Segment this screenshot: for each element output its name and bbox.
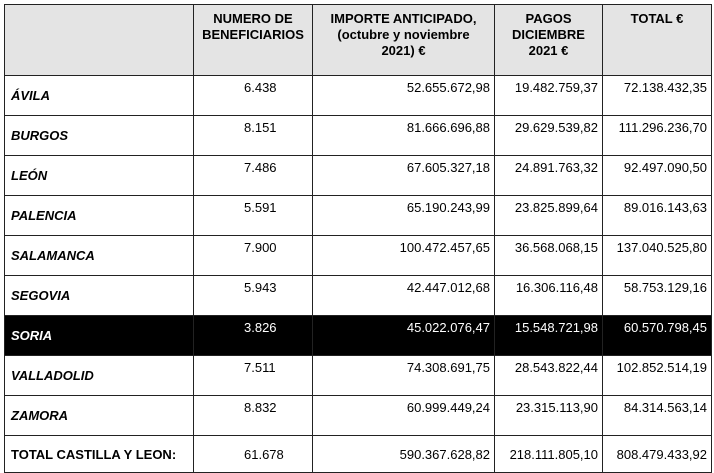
header-cell: PAGOS DICIEMBRE 2021 € — [494, 4, 603, 76]
table-row: SORIA 3.826 45.022.076,47 15.548.721,98 60.5… — [4, 315, 712, 356]
row-label: VALLADOLID — [4, 355, 194, 396]
cell: 52.655.672,98 — [312, 75, 495, 116]
table-row: ZAMORA 8.832 60.999.449,24 23.315.113,90 84.… — [4, 395, 712, 436]
table-row: PALENCIA 5.591 65.190.243,99 23.825.899,64 8… — [4, 195, 712, 236]
page: {"table": { "header": ["", "NUMERO DE BE… — [4, 4, 712, 473]
row-label: SORIA — [4, 315, 194, 356]
table-row: TOTAL CASTILLA Y LEON: 61.678 590.367.628,… — [4, 435, 712, 473]
row-label: PALENCIA — [4, 195, 194, 236]
cell: 8.832 — [193, 395, 313, 436]
cell: 100.472.457,65 — [312, 235, 495, 276]
cell: 74.308.691,75 — [312, 355, 495, 396]
cell: 102.852.514,19 — [602, 355, 712, 396]
cell: 218.111.805,10 — [494, 435, 603, 473]
cell: 81.666.696,88 — [312, 115, 495, 156]
cell: 19.482.759,37 — [494, 75, 603, 116]
row-label: ÁVILA — [4, 75, 194, 116]
header-cell: NUMERO DE BENEFICIARIOS — [193, 4, 313, 76]
cell: 60.570.798,45 — [602, 315, 712, 356]
header-cell: IMPORTE ANTICIPADO, (octubre y noviembre… — [312, 4, 495, 76]
cell: 89.016.143,63 — [602, 195, 712, 236]
cell: 7.486 — [193, 155, 313, 196]
row-label: SALAMANCA — [4, 235, 194, 276]
cell: 42.447.012,68 — [312, 275, 495, 316]
cell: 5.591 — [193, 195, 313, 236]
table-row: SEGOVIA 5.943 42.447.012,68 16.306.116,48 58… — [4, 275, 712, 316]
cell: 65.190.243,99 — [312, 195, 495, 236]
cell: 61.678 — [193, 435, 313, 473]
table-row: BURGOS 8.151 81.666.696,88 29.629.539,82 111… — [4, 115, 712, 156]
cell: 3.826 — [193, 315, 313, 356]
cell: 808.479.433,92 — [602, 435, 712, 473]
cell: 92.497.090,50 — [602, 155, 712, 196]
cell: 7.511 — [193, 355, 313, 396]
cell: 28.543.822,44 — [494, 355, 603, 396]
cell: 72.138.432,35 — [602, 75, 712, 116]
row-label: ZAMORA — [4, 395, 194, 436]
cell: 84.314.563,14 — [602, 395, 712, 436]
cell: 111.296.236,70 — [602, 115, 712, 156]
cell: 137.040.525,80 — [602, 235, 712, 276]
header-cell: TOTAL € — [602, 4, 712, 76]
cell: 29.629.539,82 — [494, 115, 603, 156]
cell: 590.367.628,82 — [312, 435, 495, 473]
cell: 36.568.068,15 — [494, 235, 603, 276]
cell: 15.548.721,98 — [494, 315, 603, 356]
cell: 5.943 — [193, 275, 313, 316]
header-cell — [4, 4, 194, 76]
row-label: LEÓN — [4, 155, 194, 196]
table-row: ÁVILA 6.438 52.655.672,98 19.482.759,37 72.1… — [4, 75, 712, 116]
table-row: SALAMANCA 7.900 100.472.457,65 36.568.068,1… — [4, 235, 712, 276]
cell: 60.999.449,24 — [312, 395, 495, 436]
table-row: VALLADOLID 7.511 74.308.691,75 28.543.822,4… — [4, 355, 712, 396]
header-row: NUMERO DE BENEFICIARIOS IMPORTE ANTICIPAD… — [4, 4, 712, 76]
cell: 23.825.899,64 — [494, 195, 603, 236]
row-label: BURGOS — [4, 115, 194, 156]
cell: 58.753.129,16 — [602, 275, 712, 316]
row-label: TOTAL CASTILLA Y LEON: — [4, 435, 194, 473]
table-body: ÁVILA 6.438 52.655.672,98 19.482.759,37 72.1… — [4, 75, 712, 473]
cell: 6.438 — [193, 75, 313, 116]
cell: 16.306.116,48 — [494, 275, 603, 316]
cell: 45.022.076,47 — [312, 315, 495, 356]
data-table: NUMERO DE BENEFICIARIOS IMPORTE ANTICIPAD… — [4, 4, 712, 473]
cell: 8.151 — [193, 115, 313, 156]
table-row: LEÓN 7.486 67.605.327,18 24.891.763,32 92.49… — [4, 155, 712, 196]
cell: 67.605.327,18 — [312, 155, 495, 196]
row-label: SEGOVIA — [4, 275, 194, 316]
cell: 24.891.763,32 — [494, 155, 603, 196]
cell: 7.900 — [193, 235, 313, 276]
cell: 23.315.113,90 — [494, 395, 603, 436]
